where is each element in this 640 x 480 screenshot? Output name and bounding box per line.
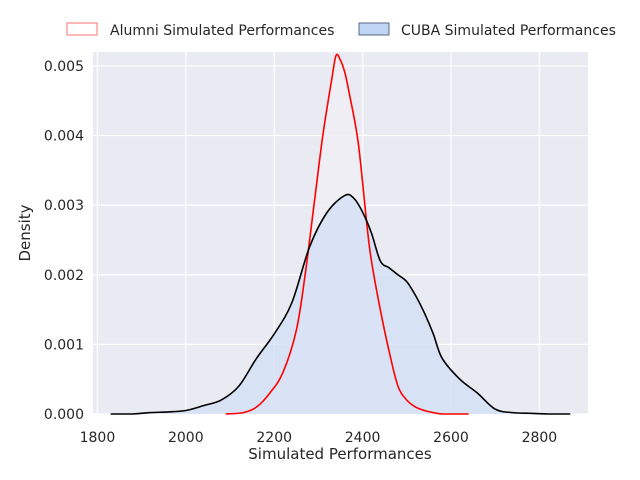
density-fill-cuba <box>110 194 571 414</box>
x-axis-label: Simulated Performances <box>248 445 432 463</box>
legend-label-cuba: CUBA Simulated Performances <box>401 23 616 39</box>
legend-swatch-alumni <box>66 22 98 36</box>
y-tick-label: 0.004 <box>44 129 84 145</box>
y-tick-label: 0.003 <box>44 198 84 214</box>
y-tick-label: 0.000 <box>44 407 84 423</box>
density-lines <box>110 53 571 415</box>
y-axis-label: Density <box>16 204 34 261</box>
x-tick-label: 2600 <box>433 430 469 446</box>
y-tick-label: 0.001 <box>44 337 84 353</box>
x-tick-label: 2400 <box>345 430 381 446</box>
legend: Alumni Simulated Performances CUBA Simul… <box>66 22 616 39</box>
y-tick-label: 0.002 <box>44 268 84 284</box>
y-tick-labels: 0.000 0.001 0.002 0.003 0.004 0.005 <box>44 59 84 423</box>
x-tick-label: 2800 <box>522 430 558 446</box>
x-tick-label: 2000 <box>168 430 204 446</box>
x-tick-label: 2200 <box>256 430 292 446</box>
density-fills <box>110 54 571 414</box>
density-line-alumni <box>225 53 469 415</box>
y-tick-label: 0.005 <box>44 59 84 75</box>
legend-swatch-cuba <box>358 22 390 36</box>
density-line-cuba <box>110 193 571 415</box>
legend-label-alumni: Alumni Simulated Performances <box>110 23 334 39</box>
x-tick-label: 1800 <box>80 430 116 446</box>
x-tick-labels: 1800 2000 2200 2400 2600 2800 <box>80 430 558 446</box>
